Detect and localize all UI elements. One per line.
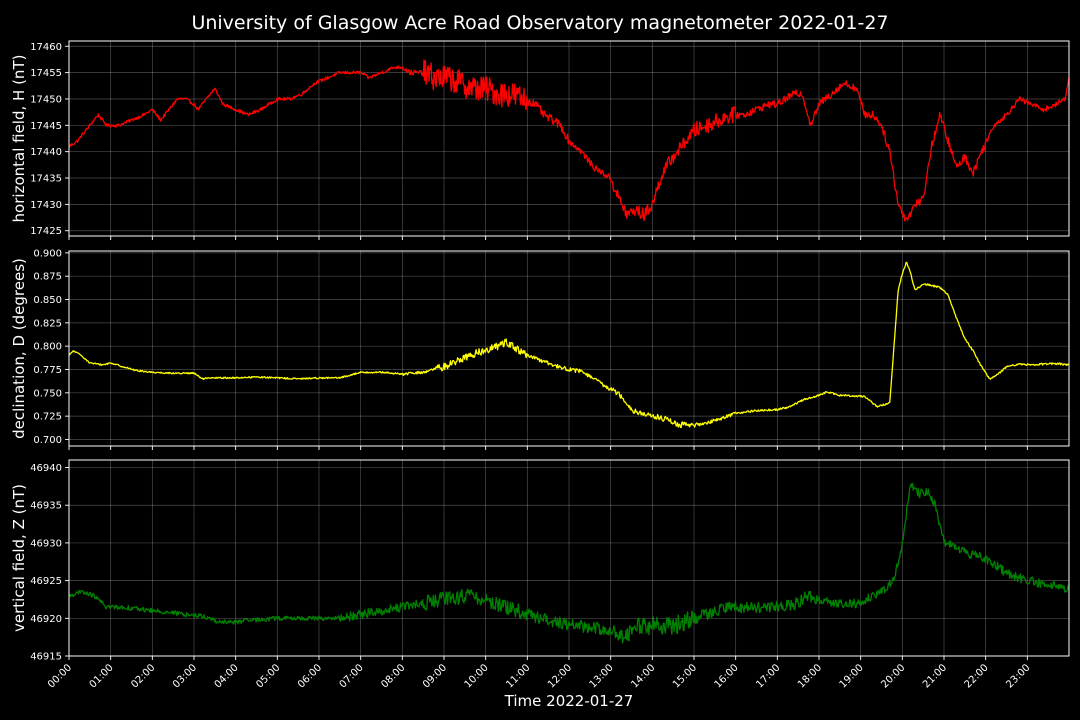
y-tick-label: 0.900 (33, 248, 62, 259)
x-tick-label: 14:00 (629, 662, 657, 690)
x-axis: 00:00 01:00 02:00 03:00 04:00 05:00 06:00 07:00… (46, 662, 1032, 690)
y-tick-label: 46915 (30, 652, 62, 663)
x-tick-label: 09:00 (421, 662, 449, 690)
y-tick-label: 17455 (30, 68, 62, 79)
axes-border-1 (68, 250, 1070, 447)
y-tick-label: 46940 (30, 463, 62, 474)
x-tick-label: 22:00 (963, 662, 991, 690)
y-tick-label: 0.875 (33, 272, 62, 283)
x-tick-label: 23:00 (1004, 662, 1032, 690)
x-tick-label: 08:00 (379, 662, 407, 690)
x-tick-label: 12:00 (546, 662, 574, 690)
y-tick-label: 46935 (30, 501, 62, 512)
x-tick-label: 04:00 (213, 662, 241, 690)
x-tick-label: 11:00 (504, 662, 532, 690)
x-tick-label: 00:00 (46, 662, 74, 690)
axes-border-0 (68, 40, 1070, 237)
y-tick-label: 46920 (30, 614, 62, 625)
y-tick-label: 0.850 (33, 295, 62, 306)
panel-1: 0.700 0.725 0.750 0.775 0.800 0.825 0.850 0.875… (10, 248, 1070, 450)
y-axis-label-2: vertical field, Z (nT) (10, 484, 28, 632)
x-tick-label: 05:00 (254, 662, 282, 690)
x-axis-label: Time 2022-01-27 (504, 692, 634, 710)
axes-border-2 (68, 459, 1070, 657)
panels-layer: 17425 17430 17435 17440 17445 17450 17455 17460… (10, 40, 1070, 663)
x-tick-label: 02:00 (129, 662, 157, 690)
y-tick-label: 0.700 (33, 435, 62, 446)
y-tick-label: 17460 (30, 42, 62, 53)
panel-0: 17425 17430 17435 17440 17445 17450 17455 17460… (10, 40, 1070, 240)
y-tick-label: 17450 (30, 94, 62, 105)
series-line-0 (68, 59, 1070, 222)
y-tick-label: 0.750 (33, 388, 62, 399)
x-tick-label: 16:00 (713, 662, 741, 690)
x-tick-label: 13:00 (588, 662, 616, 690)
x-tick-label: 18:00 (796, 662, 824, 690)
series-line-1 (68, 261, 1070, 429)
series-line-2 (68, 482, 1070, 644)
y-axis-label-1: declination, D (degrees) (10, 258, 28, 439)
y-axis-label-0: horizontal field, H (nT) (10, 55, 28, 223)
y-tick-label: 17445 (30, 121, 62, 132)
y-tick-label: 46925 (30, 576, 62, 587)
x-tick-label: 03:00 (171, 662, 199, 690)
x-tick-label: 10:00 (463, 662, 491, 690)
y-tick-label: 17435 (30, 174, 62, 185)
y-tick-label: 0.725 (33, 412, 62, 423)
x-tick-label: 20:00 (879, 662, 907, 690)
x-tick-label: 06:00 (296, 662, 324, 690)
chart-title: University of Glasgow Acre Road Observat… (191, 12, 888, 34)
x-tick-label: 07:00 (338, 662, 366, 690)
x-tick-label: 19:00 (838, 662, 866, 690)
x-tick-label: 17:00 (754, 662, 782, 690)
x-tick-label: 01:00 (88, 662, 116, 690)
y-tick-label: 0.825 (33, 318, 62, 329)
x-tick-label: 21:00 (921, 662, 949, 690)
y-tick-label: 46930 (30, 538, 62, 549)
axes-frame-0 (68, 40, 1070, 237)
x-tick-label: 15:00 (671, 662, 699, 690)
y-tick-label: 17430 (30, 200, 62, 211)
y-tick-label: 0.800 (33, 342, 62, 353)
y-tick-label: 0.775 (33, 365, 62, 376)
y-tick-label: 17425 (30, 226, 62, 237)
y-tick-label: 17440 (30, 147, 62, 158)
